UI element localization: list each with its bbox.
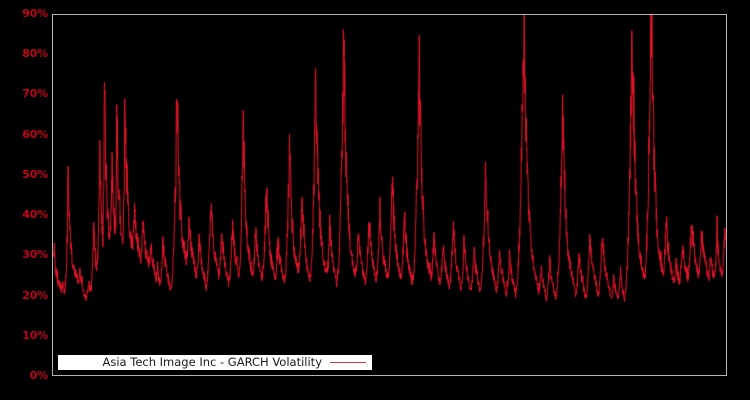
y-axis-tick-40pct: 40%	[22, 208, 48, 222]
y-axis-tick-20pct: 20%	[22, 288, 48, 302]
plot-area	[52, 14, 727, 376]
y-axis-tick-90pct: 90%	[22, 7, 48, 20]
y-axis-tick-50pct: 50%	[22, 167, 48, 181]
y-axis-tick-30pct: 30%	[22, 248, 48, 262]
y-axis-tick-80pct: 80%	[22, 47, 48, 61]
y-axis-tick-60pct: 60%	[22, 127, 48, 141]
chart-legend[interactable]: Asia Tech Image Inc - GARCH Volatility	[58, 355, 372, 370]
y-axis-tick-70pct: 70%	[22, 87, 48, 101]
y-axis-tick-labels: 0% 10% 20% 30% 40% 50% 60% 70% 80% 90%	[0, 0, 48, 400]
legend-label-asia-tech-image-inc-garch-volatility: Asia Tech Image Inc - GARCH Volatility	[102, 355, 323, 369]
legend-line-swatch	[330, 357, 366, 368]
y-axis-tick-0pct: 0%	[29, 369, 48, 382]
volatility-series-line	[53, 15, 726, 375]
y-axis-tick-10pct: 10%	[22, 328, 48, 342]
